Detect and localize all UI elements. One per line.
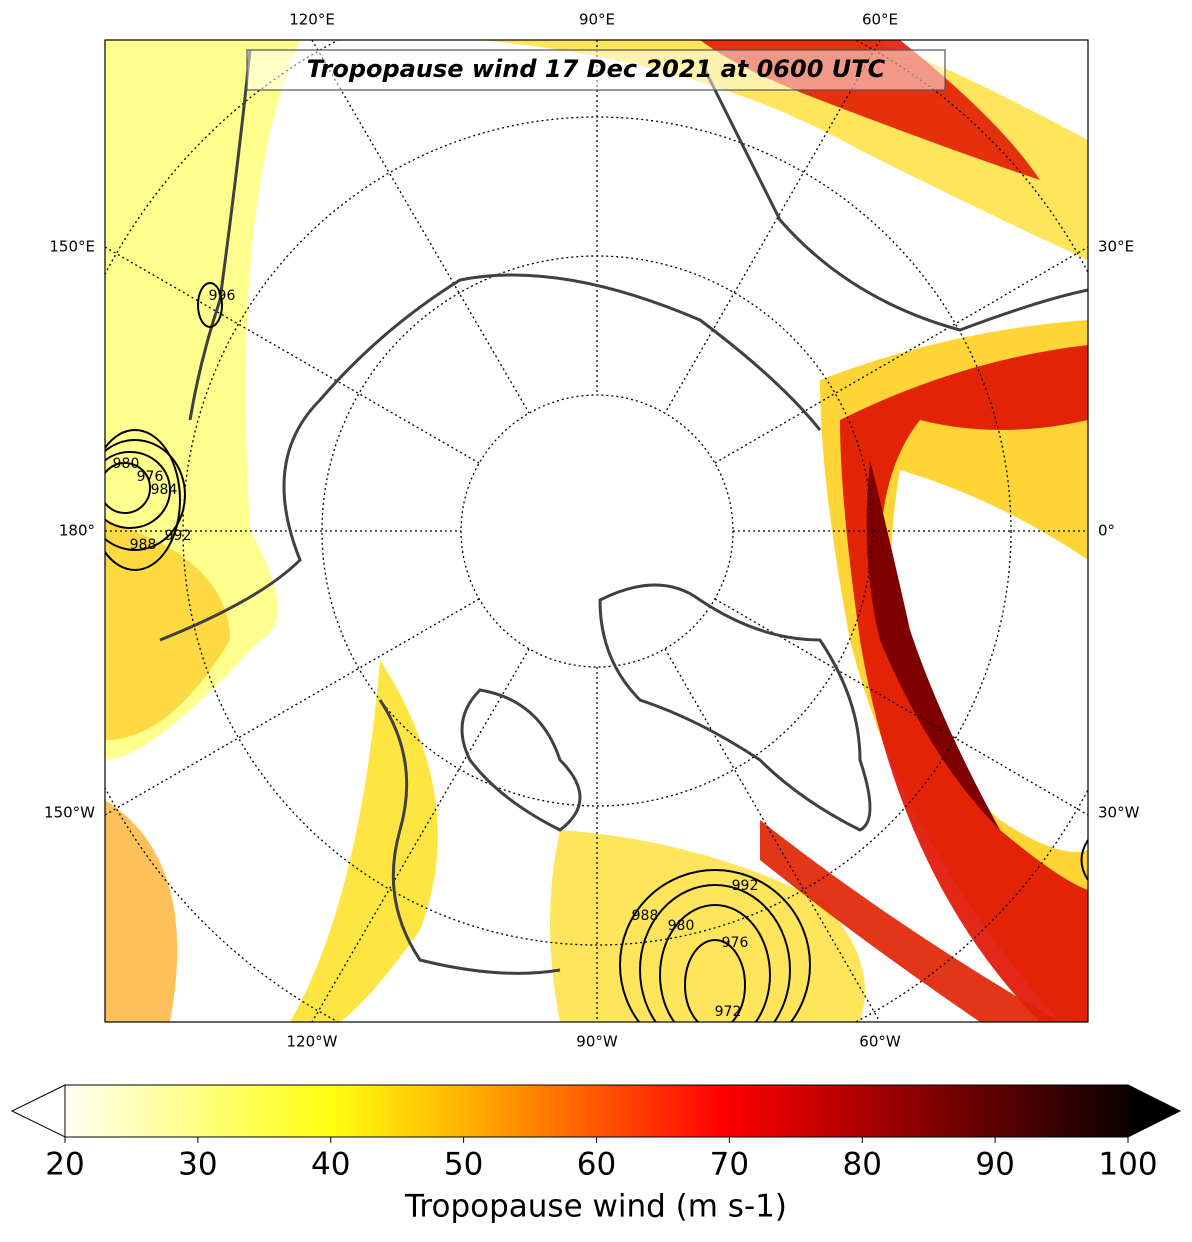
contour-label: 992 [732,878,759,894]
map-area [105,40,1088,1022]
colorbar-tick-label: 20 [45,1147,84,1183]
map-title: Tropopause wind 17 Dec 2021 at 0600 UTC [307,55,886,83]
colorbar-tick-label: 30 [178,1147,217,1183]
meridian-label: 60°E [862,11,898,29]
contour-label: 984 [151,482,178,498]
colorbar [64,1084,1129,1138]
map-frame [104,39,1089,1023]
colorbar-extend-min [10,1084,66,1138]
contour-label: 972 [715,1004,742,1020]
colorbar-tick-label: 90 [975,1147,1014,1183]
contour-label: 976 [722,935,749,951]
contour-label: 996 [209,288,236,304]
contour-label: 988 [632,908,659,924]
contour-label: 980 [668,918,695,934]
contour-label: 988 [130,537,157,553]
meridian-label: 90°E [579,11,615,29]
colorbar-extend-max [1127,1084,1182,1138]
colorbar-label: Tropopause wind (m s-1) [404,1189,787,1225]
colorbar-tick-label: 80 [843,1147,882,1183]
colorbar-tick-label: 40 [311,1147,350,1183]
meridian-label: 150°E [49,238,95,256]
contour-label: 980 [113,456,140,472]
title-box [246,49,946,91]
meridian-label: 0° [1098,522,1115,540]
meridian-label: 60°W [859,1033,901,1051]
meridian-label: 120°W [287,1033,338,1051]
meridian-label: 30°E [1098,238,1134,256]
contour-label: 976 [137,469,164,485]
colorbar-tick-label: 70 [710,1147,749,1183]
colorbar-tick-label: 60 [577,1147,616,1183]
meridian-label: 150°W [44,804,95,822]
meridian-label: 30°W [1098,804,1140,822]
colorbar-tick-label: 100 [1098,1147,1157,1183]
meridian-label: 180° [59,522,95,540]
meridian-label: 90°W [576,1033,618,1051]
meridian-label: 120°E [289,11,335,29]
colorbar-tick-label: 50 [444,1147,483,1183]
contour-label: 992 [165,528,192,544]
